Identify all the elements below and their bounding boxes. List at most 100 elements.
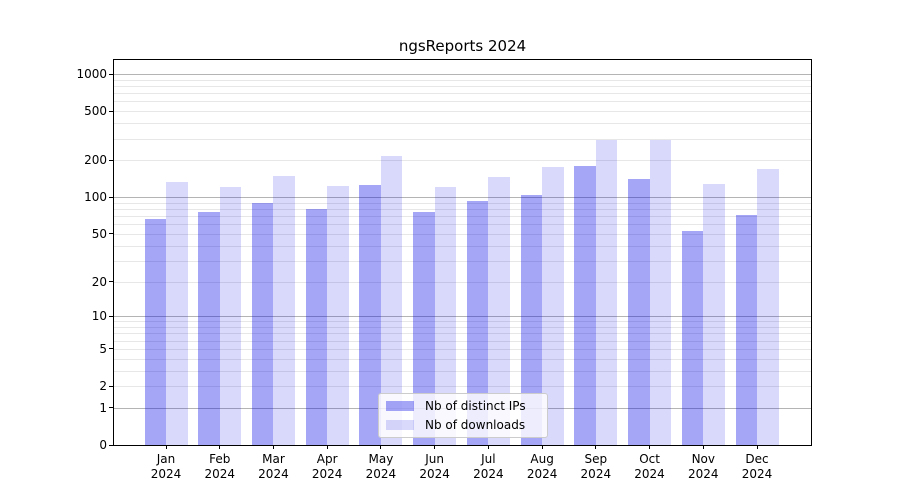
- y-tick-label: 2: [99, 379, 107, 394]
- gridline-minor: [114, 348, 811, 350]
- gridline-minor: [114, 260, 811, 262]
- x-tick-label: Mar 2024: [258, 452, 289, 481]
- y-tick-mark: [109, 233, 113, 235]
- y-tick-label: 1: [99, 400, 107, 415]
- bar-distinct-ips: [628, 179, 650, 445]
- bar-distinct-ips: [144, 219, 166, 445]
- gridline-minor: [114, 321, 811, 323]
- legend-swatch-downloads: [386, 420, 414, 430]
- bar-distinct-ips: [251, 203, 274, 445]
- x-tick-label: Aug 2024: [526, 452, 558, 481]
- gridline-minor: [114, 86, 811, 88]
- bar-distinct-ips: [574, 166, 596, 445]
- bar-downloads: [327, 185, 349, 445]
- legend-label-distinct-ips: Nb of distinct IPs: [425, 398, 526, 413]
- x-tick-label: Jul 2024: [473, 452, 504, 481]
- bar-downloads: [488, 176, 510, 445]
- x-tick-mark: [595, 445, 597, 449]
- y-tick-mark: [109, 196, 113, 198]
- x-tick-label: Nov 2024: [688, 452, 719, 481]
- legend-item-distinct-ips: Nb of distinct IPs: [386, 399, 538, 414]
- y-tick-label: 500: [84, 104, 107, 119]
- gridline-minor: [114, 281, 811, 283]
- x-tick-mark: [326, 445, 328, 449]
- legend-label-downloads: Nb of downloads: [425, 417, 526, 432]
- bar-downloads: [595, 140, 618, 445]
- y-tick-mark: [109, 385, 113, 387]
- y-tick-label: 100: [84, 190, 107, 205]
- y-tick-label: 10: [91, 309, 107, 324]
- x-tick-mark: [219, 445, 221, 449]
- bar-downloads: [166, 182, 188, 445]
- chart-title: ngsReports 2024: [398, 37, 527, 55]
- gridline-major: [114, 74, 811, 76]
- x-tick-mark: [702, 445, 704, 449]
- bar-distinct-ips: [198, 211, 220, 445]
- y-tick-mark: [109, 159, 113, 161]
- x-tick-label: Sep 2024: [580, 452, 612, 481]
- x-tick-label: Apr 2024: [311, 452, 343, 481]
- gridline-minor: [114, 123, 811, 125]
- bar-downloads: [649, 140, 672, 445]
- bar-distinct-ips: [359, 184, 381, 445]
- bar-downloads: [219, 186, 242, 445]
- gridline-minor: [114, 245, 811, 247]
- bar-downloads: [380, 155, 403, 445]
- gridline-minor: [114, 370, 811, 372]
- legend-item-downloads: Nb of downloads: [386, 418, 538, 433]
- x-tick-mark: [756, 445, 758, 449]
- bar-downloads: [542, 166, 564, 445]
- x-tick-label: Jun 2024: [419, 452, 450, 481]
- gridline-minor: [114, 358, 811, 360]
- x-tick-label: Oct 2024: [634, 452, 665, 481]
- x-tick-mark: [165, 445, 167, 449]
- y-tick-mark: [109, 281, 113, 283]
- bar-downloads: [273, 175, 295, 445]
- gridline-minor: [114, 333, 811, 335]
- x-tick-mark: [272, 445, 274, 449]
- bar-distinct-ips: [413, 212, 435, 445]
- x-tick-mark: [434, 445, 436, 449]
- gridline-minor: [114, 202, 811, 204]
- x-tick-label: Feb 2024: [204, 452, 235, 481]
- x-tick-label: Jan 2024: [150, 452, 182, 481]
- legend-swatch-distinct-ips: [386, 401, 414, 411]
- bar-downloads: [703, 184, 725, 445]
- gridline-minor: [114, 327, 811, 329]
- bar-distinct-ips: [466, 201, 489, 445]
- plot-area: [113, 59, 812, 446]
- y-tick-mark: [109, 110, 113, 112]
- x-tick-mark: [541, 445, 543, 449]
- x-tick-label: Dec 2024: [741, 452, 773, 481]
- bar-distinct-ips: [735, 215, 758, 445]
- bar-downloads: [757, 168, 779, 445]
- gridline-minor: [114, 224, 811, 226]
- y-tick-mark: [109, 407, 113, 409]
- bar-downloads: [434, 186, 457, 445]
- gridline-minor: [114, 340, 811, 342]
- gridline-minor: [114, 79, 811, 81]
- y-tick-label: 0: [99, 438, 107, 452]
- legend: Nb of distinct IPs Nb of downloads: [378, 393, 548, 438]
- bar-distinct-ips: [305, 209, 328, 445]
- x-tick-mark: [649, 445, 651, 449]
- gridline-minor: [114, 233, 811, 235]
- y-tick-mark: [109, 315, 113, 317]
- y-tick-mark: [109, 444, 113, 446]
- y-tick-label: 200: [84, 153, 107, 168]
- y-tick-mark: [109, 348, 113, 350]
- y-tick-label: 5: [99, 341, 107, 356]
- gridline-major: [114, 316, 811, 318]
- bar-distinct-ips: [520, 194, 543, 445]
- y-tick-label: 20: [91, 274, 107, 289]
- gridline-major: [114, 197, 811, 199]
- gridline-minor: [114, 93, 811, 95]
- y-tick-label: 50: [91, 226, 107, 241]
- y-tick-label: 1000: [76, 67, 107, 82]
- gridline-minor: [114, 111, 811, 113]
- gridline-minor: [114, 138, 811, 140]
- gridline-minor: [114, 160, 811, 162]
- gridline-minor: [114, 101, 811, 103]
- gridline-minor: [114, 216, 811, 218]
